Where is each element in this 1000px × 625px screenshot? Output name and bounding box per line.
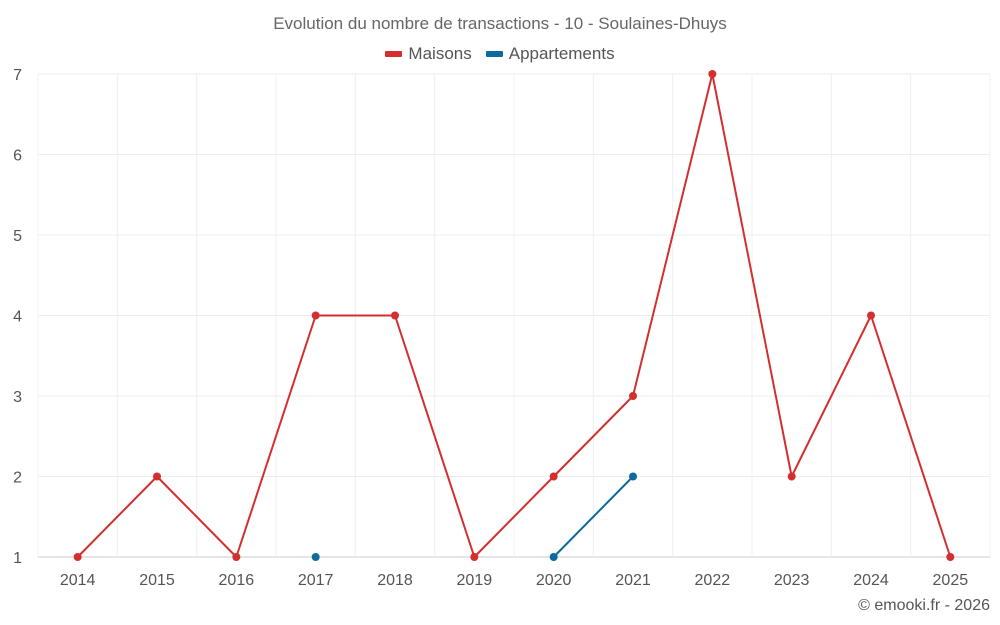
- series-line-maisons: [76, 73, 952, 558]
- data-point-appartements[interactable]: [311, 553, 320, 561]
- x-tick-label: 2024: [853, 572, 889, 589]
- series-line-appartements: [552, 475, 634, 558]
- x-tick-label: 2019: [457, 572, 493, 589]
- data-point-maisons[interactable]: [787, 472, 796, 481]
- y-tick-label: 6: [13, 148, 22, 165]
- data-point-maisons[interactable]: [311, 311, 320, 320]
- x-tick-label: 2016: [219, 572, 255, 589]
- data-point-maisons[interactable]: [470, 553, 479, 561]
- x-tick-label: 2021: [615, 572, 651, 589]
- legend-label-maisons: Maisons: [408, 44, 472, 63]
- legend-item-appartements[interactable]: Appartements: [485, 44, 615, 64]
- data-point-maisons[interactable]: [708, 70, 717, 78]
- credit-text: © emooki.fr - 2026: [858, 597, 990, 614]
- y-tick-label: 5: [13, 228, 22, 245]
- x-tick-label: 2022: [695, 572, 731, 589]
- y-tick-label: 7: [13, 67, 22, 84]
- data-point-maisons[interactable]: [549, 472, 558, 481]
- chart-title: Evolution du nombre de transactions - 10…: [273, 14, 727, 33]
- legend-label-appartements: Appartements: [508, 44, 615, 63]
- data-point-maisons[interactable]: [232, 553, 241, 561]
- legend-swatch-appartements: [485, 51, 503, 57]
- x-tick-label: 2018: [377, 572, 413, 589]
- x-tick-label: 2014: [60, 572, 96, 589]
- data-point-maisons[interactable]: [73, 553, 82, 561]
- data-point-maisons[interactable]: [946, 553, 955, 561]
- data-point-maisons[interactable]: [153, 472, 161, 481]
- x-tick-label: 2023: [774, 572, 810, 589]
- x-tick-label: 2025: [933, 572, 969, 589]
- data-point-maisons[interactable]: [629, 392, 637, 400]
- data-point-appartements[interactable]: [629, 472, 637, 481]
- x-tick-label: 2017: [298, 572, 334, 589]
- data-point-maisons[interactable]: [391, 311, 399, 320]
- x-tick-label: 2015: [139, 572, 175, 589]
- legend: Maisons Appartements: [0, 44, 1000, 64]
- x-tick-label: 2020: [536, 572, 572, 589]
- y-tick-label: 3: [13, 389, 22, 406]
- y-tick-label: 2: [13, 470, 22, 487]
- y-tick-label: 1: [13, 550, 22, 567]
- data-point-appartements[interactable]: [549, 553, 558, 561]
- legend-item-maisons[interactable]: Maisons: [385, 44, 472, 64]
- y-tick-label: 4: [13, 309, 22, 326]
- legend-swatch-maisons: [385, 51, 403, 57]
- data-point-maisons[interactable]: [867, 311, 875, 320]
